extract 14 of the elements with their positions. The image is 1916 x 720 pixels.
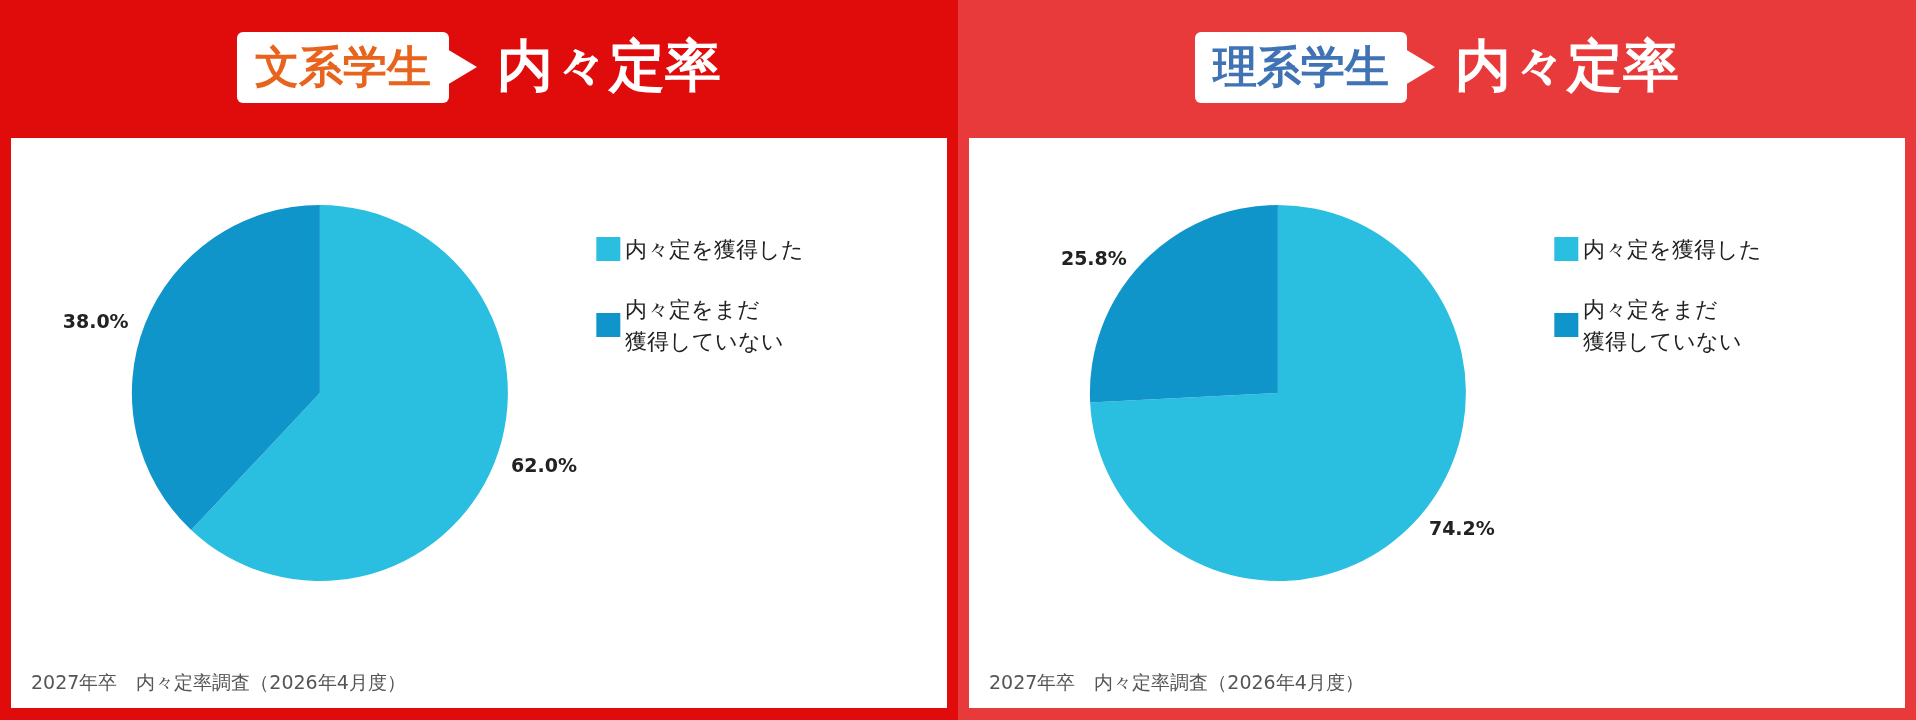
chart-subtitle: 内々定率	[1455, 32, 1679, 100]
legend-label: 内々定を獲得した	[1583, 236, 1763, 262]
legend-label: 内々定をまだ獲得していない	[1583, 296, 1743, 354]
data-label: 38.0%	[62, 309, 129, 332]
legend-label: 内々定をまだ獲得していない	[625, 296, 785, 354]
legend-label: 内々定を獲得した	[625, 236, 805, 262]
text: 2027年卒 内々定率調査（2026年4月度）	[989, 670, 1364, 695]
data-label: 74.2%	[1428, 517, 1495, 540]
chart-title: 文系学生	[237, 31, 449, 103]
text: 2027年卒 内々定率調査（2026年4月度）	[31, 670, 406, 695]
chart-subtitle: 内々定率	[497, 32, 721, 100]
data-label: 62.0%	[511, 454, 578, 477]
chart-title: 理系学生	[1195, 31, 1407, 103]
data-label: 25.8%	[1060, 246, 1127, 269]
